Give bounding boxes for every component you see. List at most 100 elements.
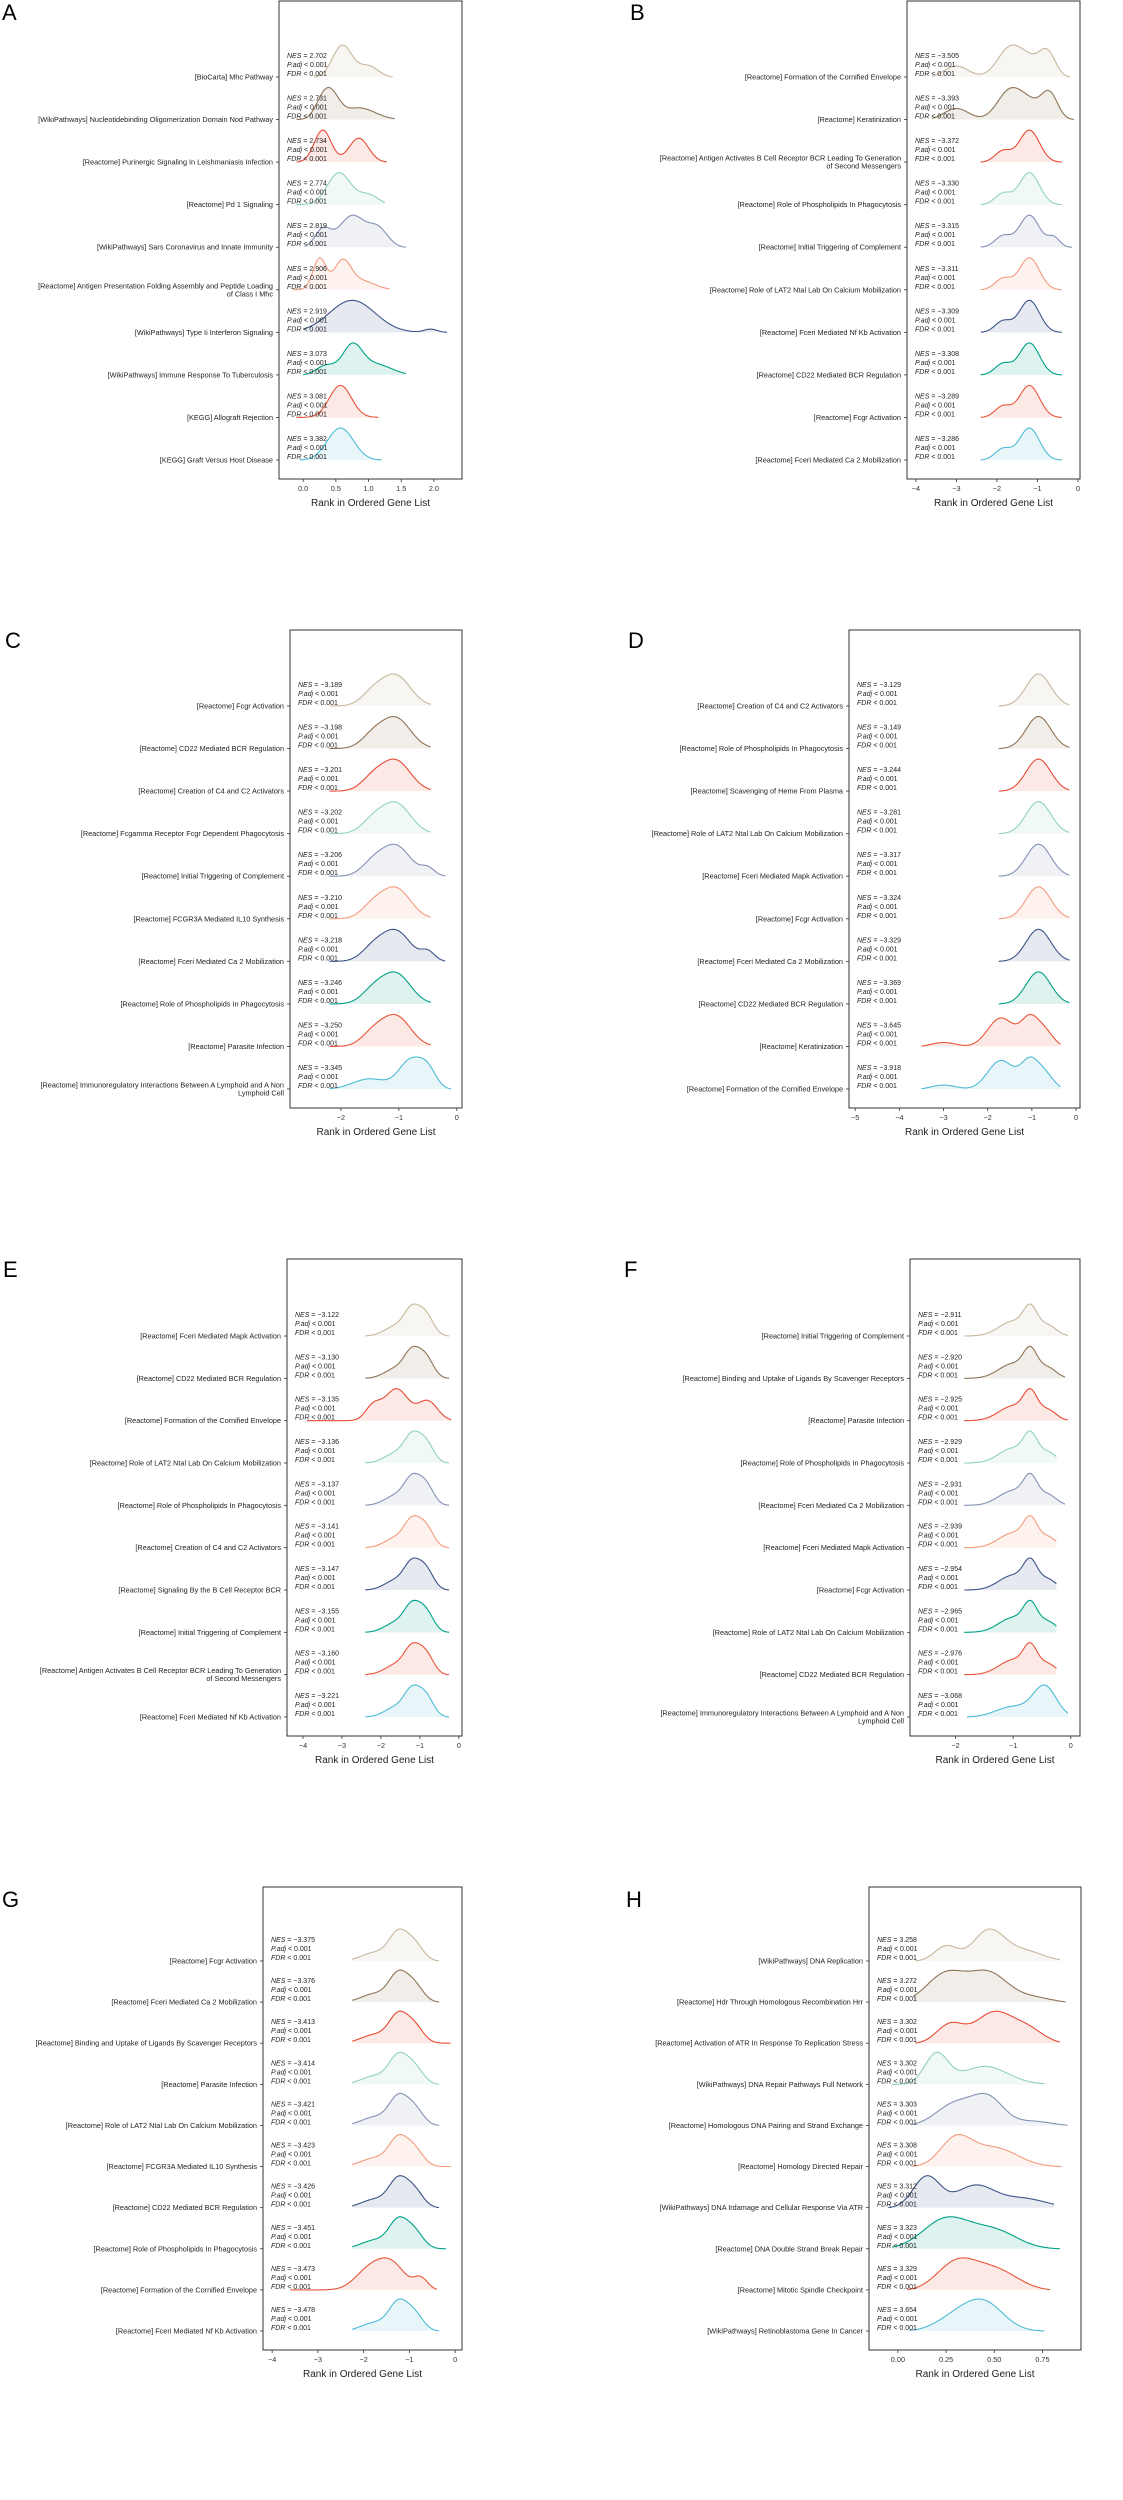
fdr-stat: FDR < 0.001	[918, 1499, 958, 1506]
pathway-label: [Reactome] Parasite Infection	[161, 2080, 257, 2089]
nes-value: = −3.423	[285, 2143, 315, 2150]
ridge-row: [Reactome] Fcgr Activation NES = −3.324 P.…	[756, 886, 1070, 923]
fdr-value: < 0.001	[309, 1626, 335, 1633]
fdr-value: < 0.001	[891, 1955, 917, 1962]
padj-stat: P.adj < 0.001	[915, 232, 956, 239]
pathway-label: [Reactome] Role of Phospholipids In Phag…	[680, 744, 844, 753]
ridge-line	[964, 1599, 1057, 1633]
nes-value: = −3.505	[929, 53, 959, 60]
fdr-stat: FDR < 0.001	[271, 1996, 311, 2003]
ridge-fill	[296, 385, 379, 418]
nes-value: = −3.137	[309, 1481, 339, 1488]
padj-stat: P.adj < 0.001	[295, 1575, 336, 1582]
pathway-label: [Reactome] Role of LAT2 Ntal Lab On Calc…	[713, 1628, 904, 1637]
ridge-line	[998, 801, 1070, 835]
panel-letter: B	[630, 0, 645, 25]
ridge-line	[352, 2051, 440, 2085]
fdr-value: < 0.001	[871, 743, 897, 750]
ridge-row: [WikiPathways] DNA Irdamage and Cellular…	[660, 2175, 1055, 2212]
padj-value: < 0.001	[286, 2152, 312, 2159]
nes-stat: NES = −3.202	[298, 810, 342, 817]
ridge-row: [Reactome] Role of Phospholipids In Phag…	[738, 172, 1062, 209]
padj-stat: P.adj < 0.001	[298, 1031, 339, 1038]
x-tick-label: −2	[984, 1113, 992, 1122]
nes-stat: NES = 3.302	[877, 2060, 917, 2067]
fdr-stat: FDR < 0.001	[287, 114, 327, 121]
ridge-line	[365, 1599, 450, 1633]
nes-stat: NES = −3.315	[915, 223, 959, 230]
padj-value: < 0.001	[892, 2316, 918, 2323]
nes-value: = 2.702	[301, 53, 327, 60]
x-tick-label: 0.25	[939, 2355, 953, 2364]
fdr-value: < 0.001	[871, 913, 897, 920]
ridge-line	[998, 886, 1070, 920]
panel-g: G [Reactome] Fcgr Activation NES = −3.375 P…	[2, 1886, 463, 2380]
ridge-row: [Reactome] Role of Phospholipids In Phag…	[121, 971, 431, 1008]
fdr-value: < 0.001	[871, 955, 897, 962]
ridge-line	[329, 673, 431, 707]
fdr-stat: FDR < 0.001	[298, 1083, 338, 1090]
fdr-value: < 0.001	[891, 2325, 917, 2332]
padj-value: < 0.001	[302, 232, 328, 239]
padj-value: < 0.001	[286, 1946, 312, 1953]
ridge-fill	[365, 1473, 450, 1506]
padj-stat: P.adj < 0.001	[298, 946, 339, 953]
fdr-value: < 0.001	[301, 241, 327, 248]
nes-value: = −3.414	[285, 2060, 315, 2067]
pathway-label: [Reactome] Mitotic Spindle Checkpoint	[738, 2285, 863, 2294]
nes-stat: NES = −3.505	[915, 53, 959, 60]
ridge-row: [Reactome] Mitotic Spindle Checkpoint NES…	[738, 2257, 1051, 2294]
padj-stat: P.adj < 0.001	[271, 2110, 312, 2117]
nes-value: = −3.478	[285, 2307, 315, 2314]
padj-stat: P.adj < 0.001	[918, 1702, 959, 1709]
ridge-line	[365, 1430, 450, 1464]
nes-value: = −3.393	[929, 96, 959, 103]
ridge-line	[306, 1388, 452, 1422]
ridge-line	[964, 1642, 1057, 1676]
fdr-stat: FDR < 0.001	[877, 2325, 917, 2332]
padj-value: < 0.001	[872, 1074, 898, 1081]
fdr-value: < 0.001	[929, 199, 955, 206]
fdr-stat: FDR < 0.001	[877, 2161, 917, 2168]
nes-value: = 2.734	[301, 138, 327, 145]
fdr-stat: FDR < 0.001	[298, 998, 338, 1005]
padj-stat: P.adj < 0.001	[295, 1490, 336, 1497]
fdr-stat: FDR < 0.001	[271, 2037, 311, 2044]
padj-stat: P.adj < 0.001	[915, 402, 956, 409]
ridge-fill	[329, 844, 446, 877]
pathway-label: [WikiPathways] Retinoblastoma Gene In Ca…	[707, 2327, 863, 2336]
fdr-value: < 0.001	[312, 955, 338, 962]
nes-stat: NES = −3.645	[857, 1022, 901, 1029]
panel-a: A [BioCarta] Mhc Pathway NES = 2.702 P.adj …	[2, 0, 463, 509]
fdr-value: < 0.001	[312, 913, 338, 920]
fdr-stat: FDR < 0.001	[295, 1499, 335, 1506]
fdr-value: < 0.001	[285, 1996, 311, 2003]
padj-value: < 0.001	[286, 2275, 312, 2282]
nes-value: = 3.308	[891, 2143, 917, 2150]
padj-value: < 0.001	[302, 317, 328, 324]
x-tick-label: −5	[851, 1113, 859, 1122]
padj-stat: P.adj < 0.001	[918, 1448, 959, 1455]
nes-value: = −3.198	[312, 725, 342, 732]
padj-value: < 0.001	[892, 2028, 918, 2035]
fdr-value: < 0.001	[929, 241, 955, 248]
fdr-value: < 0.001	[871, 1040, 897, 1047]
pathway-label: [Reactome] Initial Triggering of Complem…	[759, 243, 901, 252]
ridge-line	[964, 1472, 1066, 1506]
ridge-fill	[888, 2175, 1054, 2208]
ridge-line	[365, 1303, 450, 1337]
x-tick-label: −1	[1033, 484, 1041, 493]
panel-letter: G	[2, 1887, 19, 1912]
ridge-row: [WikiPathways] Nucleotidebinding Oligome…	[38, 87, 395, 124]
nes-stat: NES = −3.426	[271, 2184, 315, 2191]
ridge-row: [Reactome] Fceri Mediated Mapk Activatio…	[763, 1515, 1057, 1552]
padj-stat: P.adj < 0.001	[287, 360, 328, 367]
ridge-row: [Reactome] Formation of the Cornified En…	[101, 2257, 437, 2294]
padj-value: < 0.001	[286, 2316, 312, 2323]
ridge-fill	[964, 1304, 1068, 1336]
ridge-fill	[365, 1600, 450, 1633]
fdr-stat: FDR < 0.001	[857, 998, 897, 1005]
nes-stat: NES = −3.311	[915, 266, 959, 273]
nes-value: = −3.130	[309, 1354, 339, 1361]
